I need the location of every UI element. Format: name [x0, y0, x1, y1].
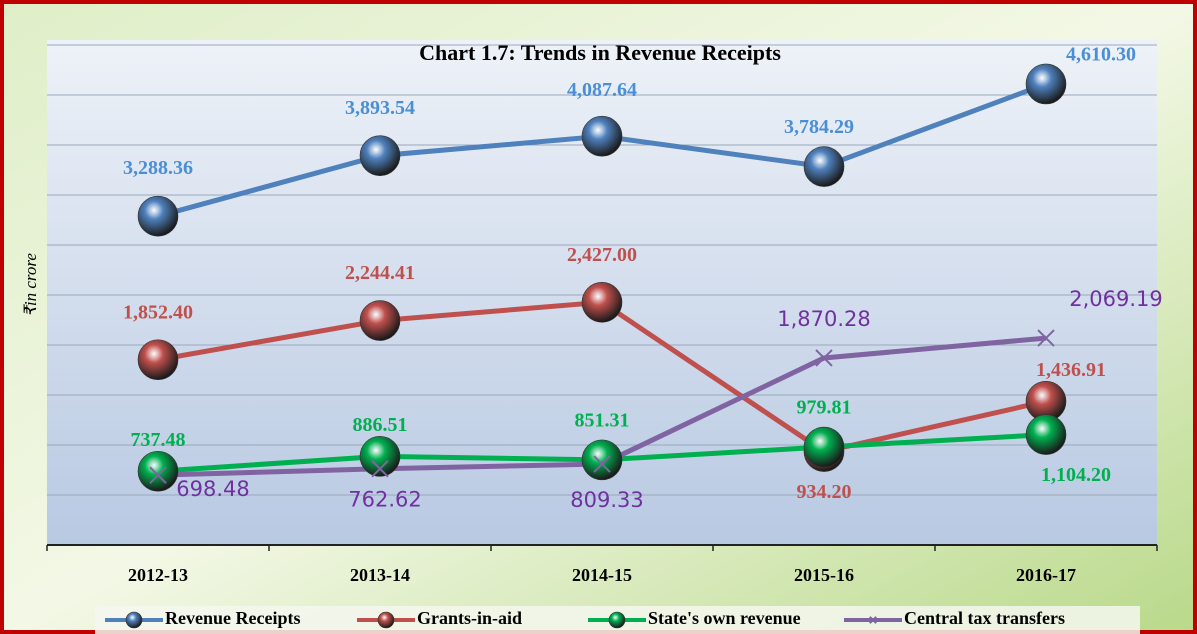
- data-label: 762.62: [348, 488, 421, 512]
- legend-marker: [608, 611, 626, 629]
- data-label: 979.81: [797, 397, 852, 419]
- legend-label: Grants-in-aid: [417, 608, 522, 628]
- marker: [137, 339, 179, 381]
- data-label: 886.51: [353, 414, 408, 436]
- data-label: 809.33: [570, 488, 643, 512]
- legend-label: Central tax transfers: [904, 608, 1065, 628]
- marker: [581, 115, 623, 157]
- data-label: 1,436.91: [1036, 359, 1106, 381]
- marker: [359, 300, 401, 341]
- marker: [593, 455, 611, 473]
- marker: [815, 349, 833, 367]
- data-label: 3,893.54: [345, 97, 415, 119]
- marker: [581, 281, 623, 323]
- marker: [1025, 414, 1067, 455]
- legend-marker: [869, 616, 877, 624]
- x-tick-label: 2012-13: [128, 565, 188, 585]
- data-label: 2,069.19: [1069, 287, 1163, 311]
- data-label: 4,087.64: [567, 79, 637, 101]
- legend-label: State's own revenue: [648, 608, 801, 628]
- legend-marker: [377, 611, 395, 629]
- marker: [1037, 329, 1055, 347]
- x-tick-label: 2014-15: [572, 565, 632, 585]
- plot: 2012-13 2013-14 2014-15 2015-16 2016-17 3,288…: [46, 44, 1163, 629]
- legend-label: Revenue Receipts: [165, 608, 300, 628]
- data-label: 1,852.40: [123, 301, 193, 323]
- data-label: 737.48: [131, 429, 186, 451]
- marker: [1025, 63, 1067, 105]
- chart-title: Chart 1.7: Trends in Revenue Receipts: [419, 40, 781, 65]
- data-label: 4,610.30: [1066, 44, 1136, 66]
- data-label: 2,427.00: [567, 244, 637, 266]
- data-label: 1,104.20: [1041, 464, 1111, 486]
- legend-marker: [125, 611, 143, 629]
- marker: [359, 436, 401, 477]
- marker: [803, 146, 845, 187]
- data-label: 3,288.36: [123, 157, 193, 179]
- marker: [149, 466, 167, 484]
- y-axis-label: ₹in crore: [21, 253, 40, 317]
- marker: [137, 195, 179, 237]
- x-tick-label: 2015-16: [794, 565, 854, 585]
- data-label: 1,870.28: [777, 307, 871, 331]
- data-label: 698.48: [176, 477, 249, 501]
- marker: [371, 460, 389, 478]
- marker: [803, 426, 845, 468]
- data-label: 934.20: [797, 481, 852, 503]
- data-label: 3,784.29: [784, 116, 854, 138]
- marker: [581, 439, 623, 481]
- x-tick-label: 2016-17: [1016, 565, 1076, 585]
- x-tick-label: 2013-14: [350, 565, 410, 585]
- data-label: 2,244.41: [345, 262, 415, 284]
- marker: [137, 450, 179, 492]
- marker: [359, 135, 401, 176]
- data-label: 851.31: [575, 409, 630, 431]
